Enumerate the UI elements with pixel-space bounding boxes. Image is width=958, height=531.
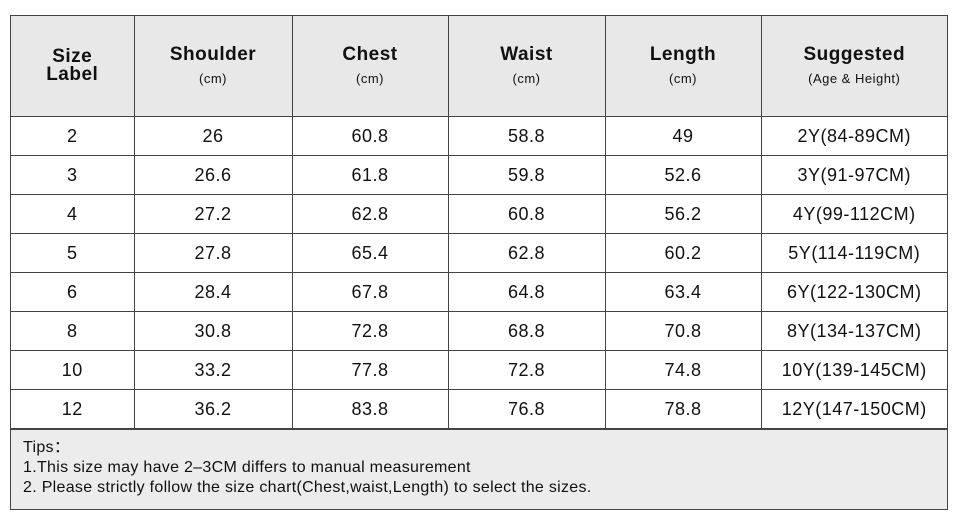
table-cell: 6 bbox=[11, 272, 135, 312]
table-cell: 49 bbox=[604, 116, 762, 156]
table-cell: 60.2 bbox=[604, 233, 762, 273]
table-cell: 5Y(114-119CM) bbox=[760, 233, 947, 273]
table-cell: 2Y(84-89CM) bbox=[760, 116, 947, 156]
table-cell: 72.8 bbox=[447, 350, 606, 390]
header-unit: (cm) bbox=[669, 71, 697, 86]
table-cell: 26 bbox=[133, 116, 293, 156]
table-cell: 2 bbox=[11, 116, 135, 156]
tip-line: 2. Please strictly follow the size chart… bbox=[23, 479, 592, 496]
table-row: 12 36.2 83.8 76.8 78.8 12Y(147-150CM) bbox=[11, 389, 947, 429]
table-cell: 72.8 bbox=[291, 311, 449, 351]
table-cell: 8 bbox=[11, 311, 135, 351]
header-cell: Waist (cm) bbox=[447, 16, 606, 117]
table-cell: 76.8 bbox=[447, 389, 606, 429]
table-cell: 59.8 bbox=[447, 155, 606, 195]
table-cell: 6Y(122-130CM) bbox=[760, 272, 947, 312]
table-row: 10 33.2 77.8 72.8 74.8 10Y(139-145CM) bbox=[11, 350, 947, 390]
table-cell: 68.8 bbox=[447, 311, 606, 351]
header-unit: (Age & Height) bbox=[808, 71, 901, 86]
header-unit: (cm) bbox=[512, 71, 541, 86]
table-cell: 52.6 bbox=[604, 155, 762, 195]
table-cell: 74.8 bbox=[604, 350, 762, 390]
table-cell: 27.8 bbox=[133, 233, 293, 273]
header-cell: Shoulder (cm) bbox=[133, 16, 293, 117]
table-row: 2 26 60.8 58.8 49 2Y(84-89CM) bbox=[11, 116, 947, 156]
table-cell: 27.2 bbox=[133, 194, 293, 234]
table-cell: 36.2 bbox=[133, 389, 293, 429]
header-title: Size Label bbox=[46, 45, 99, 85]
header-cell: Suggested (Age & Height) bbox=[760, 16, 947, 117]
tips-title: Tips： bbox=[23, 439, 71, 456]
header-title: Waist bbox=[500, 44, 553, 65]
table-cell: 5 bbox=[11, 233, 135, 273]
table-cell: 77.8 bbox=[291, 350, 449, 390]
table-row: 8 30.8 72.8 68.8 70.8 8Y(134-137CM) bbox=[11, 311, 947, 351]
table-cell: 10 bbox=[11, 350, 135, 390]
table-cell: 8Y(134-137CM) bbox=[760, 311, 947, 351]
table-cell: 12Y(147-150CM) bbox=[760, 389, 947, 429]
size-chart: Size Label Shoulder (cm) Chest (cm) Waist (cm)… bbox=[10, 15, 948, 510]
table-cell: 4 bbox=[11, 194, 135, 234]
table-row: 5 27.8 65.4 62.8 60.2 5Y(114-119CM) bbox=[11, 233, 947, 273]
table-cell: 65.4 bbox=[291, 233, 449, 273]
table-row: 4 27.2 62.8 60.8 56.2 4Y(99-112CM) bbox=[11, 194, 947, 234]
table-cell: 10Y(139-145CM) bbox=[760, 350, 947, 390]
table-row: 3 26.6 61.8 59.8 52.6 3Y(91-97CM) bbox=[11, 155, 947, 195]
table-cell: 33.2 bbox=[133, 350, 293, 390]
tips: Tips： 1.This size may have 2–3CM differs… bbox=[11, 429, 947, 509]
header-row: Size Label Shoulder (cm) Chest (cm) Waist (cm)… bbox=[11, 16, 947, 117]
table-cell: 26.6 bbox=[133, 155, 293, 195]
table-cell: 58.8 bbox=[447, 116, 606, 156]
table-cell: 28.4 bbox=[133, 272, 293, 312]
table-cell: 3Y(91-97CM) bbox=[760, 155, 947, 195]
table-row: 6 28.4 67.8 64.8 63.4 6Y(122-130CM) bbox=[11, 272, 947, 312]
header-cell: Size Label bbox=[11, 16, 135, 117]
size-table: Size Label Shoulder (cm) Chest (cm) Waist (cm)… bbox=[11, 16, 947, 429]
header-cell: Chest (cm) bbox=[291, 16, 449, 117]
header-title: Suggested bbox=[803, 44, 906, 65]
table-cell: 62.8 bbox=[291, 194, 449, 234]
table-cell: 64.8 bbox=[447, 272, 606, 312]
table-cell: 12 bbox=[11, 389, 135, 429]
tip-line: 1.This size may have 2–3CM differs to ma… bbox=[23, 459, 471, 476]
header-title: Chest bbox=[342, 44, 398, 65]
table-cell: 61.8 bbox=[291, 155, 449, 195]
table-cell: 67.8 bbox=[291, 272, 449, 312]
header-cell: Length (cm) bbox=[604, 16, 762, 117]
header-unit: (cm) bbox=[356, 71, 384, 86]
table-cell: 62.8 bbox=[447, 233, 606, 273]
table-cell: 60.8 bbox=[291, 116, 449, 156]
table-cell: 56.2 bbox=[604, 194, 762, 234]
table-cell: 30.8 bbox=[133, 311, 293, 351]
table-cell: 83.8 bbox=[291, 389, 449, 429]
header-title: Shoulder bbox=[169, 44, 257, 65]
table-cell: 60.8 bbox=[447, 194, 606, 234]
table-cell: 78.8 bbox=[604, 389, 762, 429]
table-body: 2 26 60.8 58.8 49 2Y(84-89CM) 3 26.6 61.8 59.8 52.… bbox=[11, 116, 947, 429]
header-unit: (cm) bbox=[199, 71, 227, 86]
header-title: Length bbox=[649, 44, 717, 65]
table-cell: 70.8 bbox=[604, 311, 762, 351]
table-cell: 4Y(99-112CM) bbox=[760, 194, 947, 234]
table-cell: 3 bbox=[11, 155, 135, 195]
table-cell: 63.4 bbox=[604, 272, 762, 312]
